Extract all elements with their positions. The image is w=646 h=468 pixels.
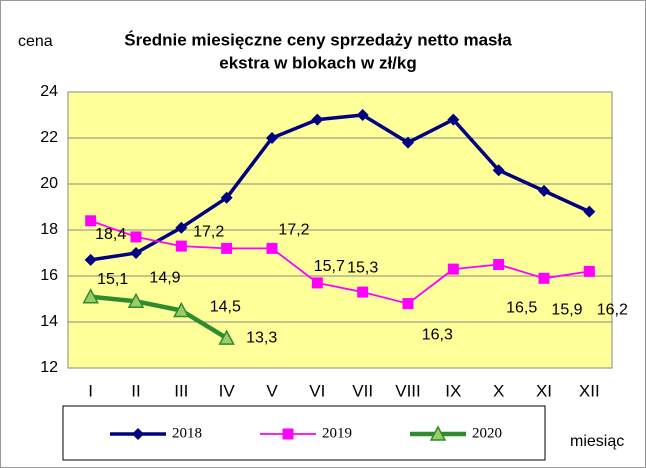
x-tick-label: IV [219, 381, 236, 400]
y-tick-label: 22 [40, 129, 58, 146]
data-label: 15,7 [314, 258, 345, 275]
y-tick-label: 14 [40, 313, 58, 330]
data-point [266, 242, 278, 254]
data-point [447, 113, 460, 126]
x-tick-label: XI [536, 381, 552, 400]
data-label: 15,3 [347, 259, 378, 276]
data-label: 18,4 [95, 226, 126, 243]
y-tick-label: 20 [40, 175, 58, 192]
legend-marker [282, 428, 294, 440]
x-tick-label: IX [445, 381, 461, 400]
data-point [311, 113, 324, 126]
data-point [402, 136, 414, 149]
y-tick-label: 16 [40, 267, 58, 284]
data-point [538, 184, 550, 197]
data-point [311, 277, 323, 289]
legend-label: 2019 [322, 425, 352, 441]
y-tick-label: 12 [40, 359, 58, 376]
data-point [175, 221, 188, 234]
data-point [492, 164, 505, 177]
data-point [220, 191, 233, 204]
series-line [90, 113, 591, 262]
data-point [493, 259, 505, 270]
x-tick-label: II [131, 381, 140, 400]
data-point [538, 272, 550, 284]
chart-title: ekstra w blokach w zł/kg [219, 53, 416, 72]
data-point [130, 247, 142, 259]
x-tick-label: VII [352, 381, 373, 400]
data-point [82, 288, 99, 304]
data-label: 13,3 [246, 329, 277, 346]
data-label: 16,2 [597, 302, 628, 319]
data-point [85, 215, 97, 227]
data-point [356, 109, 369, 121]
x-tick-label: V [266, 381, 278, 400]
data-label: 14,5 [210, 299, 241, 316]
data-label: 15,1 [97, 271, 128, 288]
legend-marker [429, 425, 447, 441]
data-label: 16,3 [422, 326, 453, 343]
data-label: 17,2 [193, 224, 224, 241]
data-point [218, 329, 235, 345]
data-label: 15,9 [551, 302, 582, 319]
series-line [90, 294, 228, 341]
data-point [357, 286, 369, 298]
data-point [583, 265, 595, 277]
data-point [402, 298, 414, 310]
x-tick-label: I [88, 381, 93, 400]
data-point [266, 132, 278, 144]
data-point [173, 301, 190, 318]
data-point [175, 240, 187, 252]
y-tick-label: 18 [40, 221, 58, 238]
legend-label: 2020 [472, 425, 502, 441]
legend-label: 2018 [172, 425, 202, 441]
data-point [127, 292, 145, 309]
data-label: 14,9 [149, 270, 180, 287]
x-tick-label: III [174, 381, 188, 400]
y-axis-label: cena [18, 33, 53, 50]
data-point [84, 253, 97, 266]
data-point [221, 242, 233, 254]
data-label: 16,5 [506, 300, 537, 317]
x-tick-label: XII [579, 381, 600, 400]
data-point [130, 231, 142, 243]
x-tick-label: VI [309, 381, 325, 400]
x-axis-label: miesiąc [570, 433, 624, 450]
data-point [583, 205, 596, 218]
chart-title: Średnie miesięczne ceny sprzedaży netto … [124, 30, 512, 49]
x-tick-label: VIII [395, 381, 421, 400]
legend-marker [132, 428, 144, 440]
series-line [90, 219, 590, 305]
y-tick-label: 24 [40, 83, 58, 100]
data-point [447, 263, 459, 275]
x-tick-label: X [493, 381, 504, 400]
data-label: 17,2 [278, 222, 309, 239]
